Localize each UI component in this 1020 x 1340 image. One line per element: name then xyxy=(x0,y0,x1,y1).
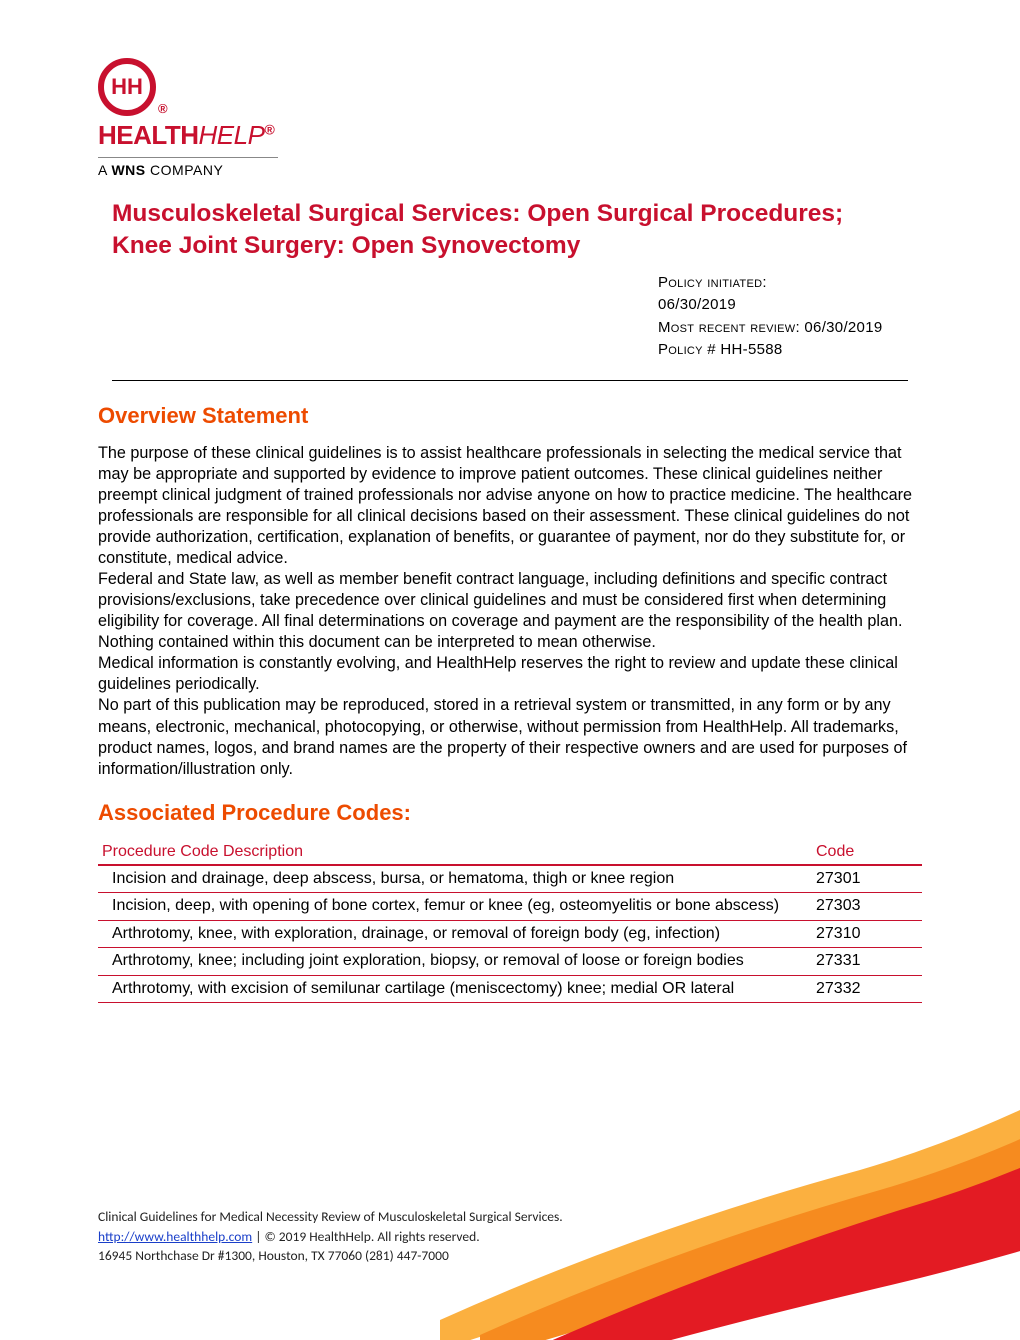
overview-p1: The purpose of these clinical guidelines… xyxy=(98,443,922,569)
footer-copyright: | © 2019 HealthHelp. All rights reserved… xyxy=(252,1228,479,1245)
overview-heading: Overview Statement xyxy=(98,403,922,429)
meta-policy-label: Policy # xyxy=(658,341,716,358)
footer-url[interactable]: http://www.healthhelp.com xyxy=(98,1228,252,1245)
cell-desc: Incision, deep, with opening of bone cor… xyxy=(98,893,812,920)
horizontal-rule xyxy=(112,380,908,381)
overview-p4: No part of this publication may be repro… xyxy=(98,695,922,779)
table-row: Arthrotomy, with excision of semilunar c… xyxy=(98,975,922,1002)
overview-body: The purpose of these clinical guidelines… xyxy=(98,443,922,780)
logo-divider xyxy=(98,157,278,158)
footer-line1: Clinical Guidelines for Medical Necessit… xyxy=(98,1207,563,1227)
logo-sub-wns: WNS xyxy=(111,162,145,178)
cell-desc: Arthrotomy, with excision of semilunar c… xyxy=(98,975,812,1002)
cell-desc: Arthrotomy, knee, with exploration, drai… xyxy=(98,920,812,947)
logo-sub-suffix: COMPANY xyxy=(150,162,223,178)
title-line1: Musculoskeletal Surgical Services: Open … xyxy=(112,200,843,227)
meta-policy-value: HH-5588 xyxy=(720,341,782,358)
logo-subtext: A WNS COMPANY xyxy=(98,162,922,178)
cell-code: 27332 xyxy=(812,975,922,1002)
meta-review-label: Most recent review: xyxy=(658,319,800,336)
th-code: Code xyxy=(812,840,922,865)
cell-code: 27331 xyxy=(812,948,922,975)
registered-icon: ® xyxy=(264,121,274,137)
logo-sub-prefix: A xyxy=(98,162,107,178)
cell-code: 27301 xyxy=(812,865,922,893)
meta-review: Most recent review: 06/30/2019 xyxy=(658,317,922,340)
meta-initiated-date: 06/30/2019 xyxy=(658,296,736,313)
logo-name-bold: HEALTH xyxy=(98,120,199,150)
th-description: Procedure Code Description xyxy=(98,840,812,865)
meta-initiated-label: Policy initiated: xyxy=(658,274,767,291)
meta-initiated: Policy initiated: 06/30/2019 xyxy=(658,272,922,317)
title-line2: Knee Joint Surgery: Open Synovectomy xyxy=(112,232,580,259)
overview-p3: Medical information is constantly evolvi… xyxy=(98,653,922,695)
cell-code: 27303 xyxy=(812,893,922,920)
procedure-codes-table: Procedure Code Description Code Incision… xyxy=(98,840,922,1003)
logo-name-light: HELP xyxy=(199,120,265,150)
page-footer: Clinical Guidelines for Medical Necessit… xyxy=(98,1207,563,1266)
footer-address: 16945 Northchase Dr #1300, Houston, TX 7… xyxy=(98,1246,563,1266)
table-row: Incision, deep, with opening of bone cor… xyxy=(98,893,922,920)
meta-policy-number: Policy # HH-5588 xyxy=(658,339,922,362)
swoosh-graphic xyxy=(440,1060,1020,1340)
brand-logo: HH ® HEALTHHELP® A WNS COMPANY xyxy=(98,58,922,178)
meta-review-date: 06/30/2019 xyxy=(804,319,882,336)
table-row: Arthrotomy, knee, with exploration, drai… xyxy=(98,920,922,947)
cell-desc: Arthrotomy, knee; including joint explor… xyxy=(98,948,812,975)
overview-p2: Federal and State law, as well as member… xyxy=(98,569,922,653)
policy-meta: Policy initiated: 06/30/2019 Most recent… xyxy=(658,272,922,362)
registered-icon: ® xyxy=(158,101,168,116)
logo-mark: HH xyxy=(98,58,156,116)
page-title: Musculoskeletal Surgical Services: Open … xyxy=(112,198,908,262)
logo-wordmark: HEALTHHELP® xyxy=(98,120,922,151)
cell-code: 27310 xyxy=(812,920,922,947)
cell-desc: Incision and drainage, deep abscess, bur… xyxy=(98,865,812,893)
codes-heading: Associated Procedure Codes: xyxy=(98,800,922,826)
table-row: Arthrotomy, knee; including joint explor… xyxy=(98,948,922,975)
table-header-row: Procedure Code Description Code xyxy=(98,840,922,865)
table-row: Incision and drainage, deep abscess, bur… xyxy=(98,865,922,893)
